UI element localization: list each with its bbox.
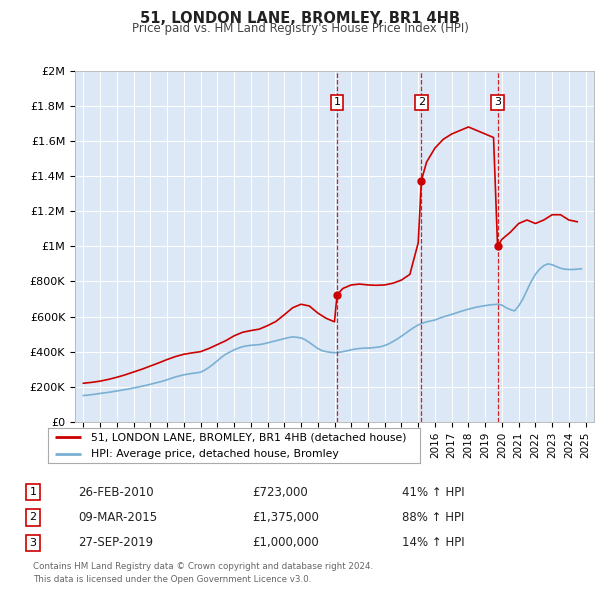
Text: 3: 3 — [29, 538, 37, 548]
Text: 2: 2 — [29, 513, 37, 522]
Text: 09-MAR-2015: 09-MAR-2015 — [78, 511, 157, 524]
Text: 1: 1 — [29, 487, 37, 497]
Text: Price paid vs. HM Land Registry's House Price Index (HPI): Price paid vs. HM Land Registry's House … — [131, 22, 469, 35]
Text: This data is licensed under the Open Government Licence v3.0.: This data is licensed under the Open Gov… — [33, 575, 311, 584]
Text: £1,375,000: £1,375,000 — [252, 511, 319, 524]
Text: 14% ↑ HPI: 14% ↑ HPI — [402, 536, 464, 549]
Text: HPI: Average price, detached house, Bromley: HPI: Average price, detached house, Brom… — [91, 448, 338, 458]
Text: 41% ↑ HPI: 41% ↑ HPI — [402, 486, 464, 499]
Text: 27-SEP-2019: 27-SEP-2019 — [78, 536, 153, 549]
Text: 88% ↑ HPI: 88% ↑ HPI — [402, 511, 464, 524]
Text: 51, LONDON LANE, BROMLEY, BR1 4HB: 51, LONDON LANE, BROMLEY, BR1 4HB — [140, 11, 460, 25]
Text: 26-FEB-2010: 26-FEB-2010 — [78, 486, 154, 499]
Text: 1: 1 — [334, 97, 341, 107]
Text: £723,000: £723,000 — [252, 486, 308, 499]
Text: 2: 2 — [418, 97, 425, 107]
Text: 3: 3 — [494, 97, 501, 107]
Text: 51, LONDON LANE, BROMLEY, BR1 4HB (detached house): 51, LONDON LANE, BROMLEY, BR1 4HB (detac… — [91, 432, 406, 442]
Text: Contains HM Land Registry data © Crown copyright and database right 2024.: Contains HM Land Registry data © Crown c… — [33, 562, 373, 571]
Text: £1,000,000: £1,000,000 — [252, 536, 319, 549]
